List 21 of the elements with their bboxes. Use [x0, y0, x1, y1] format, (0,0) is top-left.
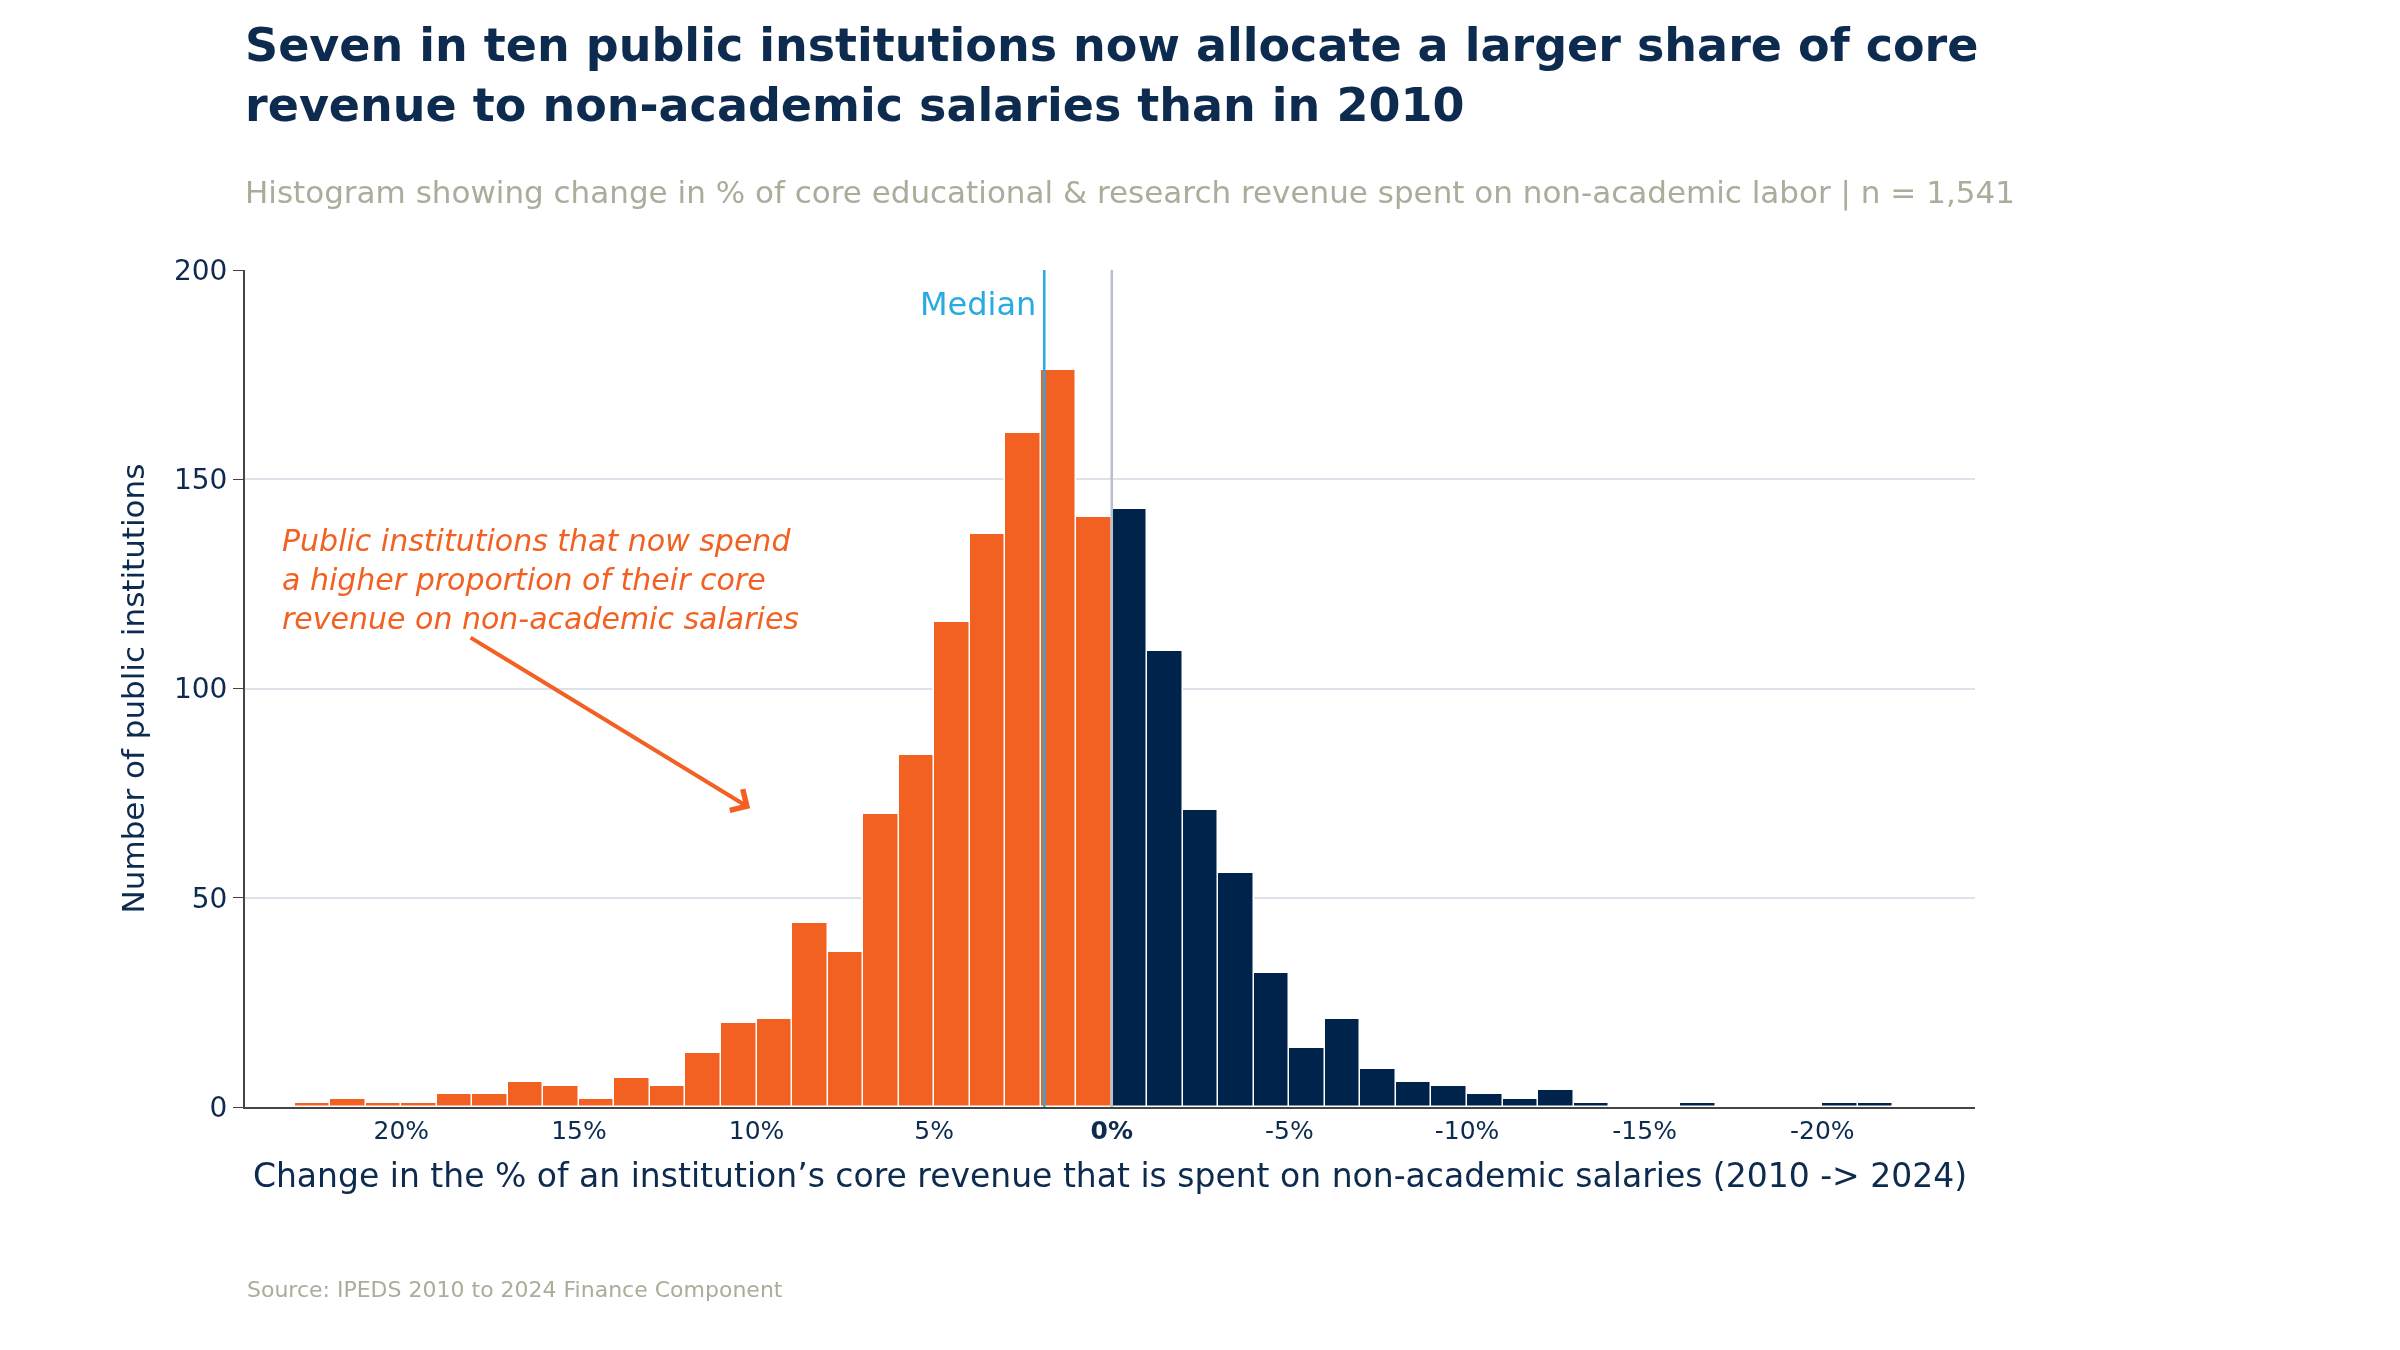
- y-tick-label: 150: [173, 463, 228, 497]
- x-tick-label: -15%: [1612, 1116, 1677, 1145]
- y-axis-title: Number of public institutions: [115, 463, 152, 914]
- x-axis-title: Change in the % of an institution’s core revenue that is spent on non-academic salaries (2010 -> 2024): [252, 1156, 1968, 1196]
- y-tick-label: 0: [209, 1090, 228, 1124]
- annotation: Public institutions that now spend a higher proportion of their core revenue on non-academic salaries: [282, 523, 799, 636]
- ref-line-label: Median: [920, 285, 1037, 323]
- chart-title: Seven in ten public institutions now allocate a larger share of core revenue to non-academic salaries than in 2010: [245, 17, 1979, 132]
- x-tick-label: -20%: [1789, 1116, 1855, 1145]
- x-tick-label: 15%: [551, 1116, 607, 1145]
- x-tick-label: -10%: [1434, 1116, 1500, 1145]
- y-tick-label: 50: [191, 881, 228, 915]
- y-tick-label: 200: [173, 253, 228, 287]
- source-note: Source: IPEDS 2010 to 2024 Finance Component: [247, 1277, 783, 1302]
- x-tick-label: 20%: [373, 1116, 430, 1145]
- x-tick-label: 10%: [728, 1116, 785, 1145]
- x-tick-label: 0%: [1090, 1116, 1134, 1145]
- x-tick-label: 5%: [914, 1116, 954, 1145]
- chart-subtitle: Histogram showing change in % of core educational & research revenue spent on non-academic labor | n = 1,541: [245, 173, 2015, 211]
- x-tick-label: -5%: [1265, 1116, 1314, 1145]
- y-tick-label: 100: [173, 672, 228, 706]
